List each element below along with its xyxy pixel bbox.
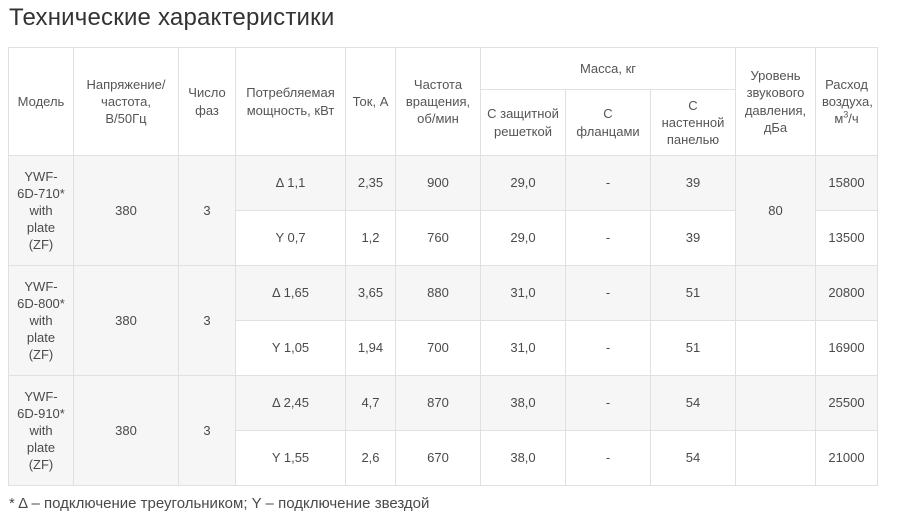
cell-airflow: 20800 [815,265,878,321]
table-row: Y 1,05 1,94 700 31,0 - 51 16900 [9,320,878,376]
cell-power: Δ 2,45 [235,375,346,431]
header-airflow: Расход воздуха, м3/ч [815,47,878,156]
header-row-top: Модель Напряжение/ частота, В/50Гц Число… [8,47,878,156]
cell-mass-panel: 54 [650,430,736,486]
cell-speed: 900 [395,155,481,211]
cell-mass-flanges: - [565,320,651,376]
cell-noise [735,265,816,321]
table-row: YWF-6D-710* with plate (ZF) 380 3 Δ 1,1 … [8,155,878,266]
cell-current: 1,2 [345,210,396,266]
cell-voltage: 380 [73,155,179,266]
cell-power: Y 1,55 [235,430,346,486]
cell-noise [735,320,816,376]
header-voltage: Напряжение/ частота, В/50Гц [73,47,179,156]
page-title: Технические характеристики [9,4,335,31]
cell-mass-flanges: - [565,155,651,211]
header-model: Модель [8,47,74,156]
cell-mass-flanges: - [565,265,651,321]
header-airflow-text: Расход воздуха, [822,76,873,109]
table-row: Y 1,55 2,6 670 38,0 - 54 21000 [9,430,878,486]
cell-noise [735,430,816,486]
cell-power: Y 0,7 [235,210,346,266]
header-power: Потребляемая мощность, кВт [235,47,346,156]
cell-mass-grille: 38,0 [480,375,566,431]
table-row: YWF-6D-800* with plate (ZF) 380 3 Δ 1,65… [8,265,878,376]
header-airflow-unit: м3/ч [834,109,859,127]
header-mass-grille: С защитной решеткой [480,89,566,156]
cell-phases: 3 [178,155,236,266]
cell-noise: 80 [735,155,816,266]
cell-model: YWF-6D-910* with plate (ZF) [8,375,74,486]
cell-voltage: 380 [73,265,179,376]
cell-airflow: 25500 [815,375,878,431]
header-row-sub: С защитной решеткой С фланцами С настенн… [9,89,878,156]
footnote: * Δ – подключение треугольником; Y – под… [9,495,430,512]
cell-mass-grille: 29,0 [480,155,566,211]
cell-mass-panel: 54 [650,375,736,431]
cell-airflow: 21000 [815,430,878,486]
cell-mass-flanges: - [565,375,651,431]
cell-mass-panel: 39 [650,155,736,211]
specs-table: Модель Напряжение/ частота, В/50Гц Число… [8,47,878,486]
cell-current: 2,6 [345,430,396,486]
cell-power: Δ 1,1 [235,155,346,211]
cell-mass-grille: 29,0 [480,210,566,266]
cell-model: YWF-6D-710* with plate (ZF) [8,155,74,266]
header-speed: Частота вращения, об/мин [395,47,481,156]
cell-airflow: 15800 [815,155,878,211]
cell-speed: 870 [395,375,481,431]
cell-speed: 880 [395,265,481,321]
header-noise: Уровень звукового давления, дБа [735,47,816,156]
cell-current: 2,35 [345,155,396,211]
cell-power: Y 1,05 [235,320,346,376]
cell-power: Δ 1,65 [235,265,346,321]
header-mass-panel: С настенной панелью [650,89,736,156]
cell-mass-panel: 39 [650,210,736,266]
cell-current: 4,7 [345,375,396,431]
header-airflow-sup: 3 [843,109,849,120]
table-row: Y 0,7 1,2 760 29,0 - 39 13500 [9,210,878,266]
cell-current: 3,65 [345,265,396,321]
table-row: YWF-6D-910* with plate (ZF) 380 3 Δ 2,45… [8,375,878,486]
cell-mass-panel: 51 [650,265,736,321]
cell-model: YWF-6D-800* with plate (ZF) [8,265,74,376]
header-phases: Число фаз [178,47,236,156]
cell-noise [735,375,816,431]
cell-speed: 670 [395,430,481,486]
cell-mass-flanges: - [565,430,651,486]
cell-mass-grille: 31,0 [480,265,566,321]
cell-airflow: 16900 [815,320,878,376]
header-current: Ток, А [345,47,396,156]
header-mass-group: Масса, кг [480,47,736,90]
cell-phases: 3 [178,375,236,486]
header-mass-flanges: С фланцами [565,89,651,156]
cell-speed: 760 [395,210,481,266]
cell-mass-grille: 31,0 [480,320,566,376]
cell-mass-grille: 38,0 [480,430,566,486]
cell-voltage: 380 [73,375,179,486]
cell-current: 1,94 [345,320,396,376]
cell-speed: 700 [395,320,481,376]
cell-mass-flanges: - [565,210,651,266]
cell-phases: 3 [178,265,236,376]
cell-mass-panel: 51 [650,320,736,376]
cell-airflow: 13500 [815,210,878,266]
